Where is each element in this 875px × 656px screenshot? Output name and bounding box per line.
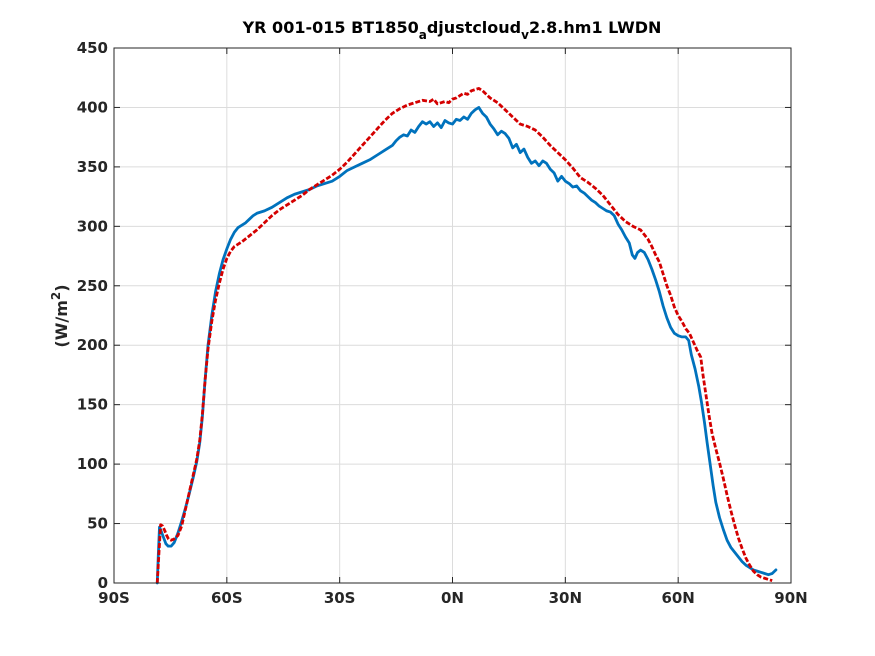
title-suffix: 2.8.hm1 LWDN: [529, 18, 661, 37]
title-middle: djustcloud: [427, 18, 521, 37]
y-tick-label-top: 450: [77, 39, 108, 57]
y-tick-labels: 450 0 50 100 150 200 250 300 350 400: [77, 39, 108, 592]
title-subscript-2: v: [521, 28, 529, 42]
series-line-solid: [155, 106, 778, 585]
x-tick-label: 30N: [549, 589, 582, 607]
series-layer: [155, 87, 778, 585]
grid-lines: [114, 48, 791, 583]
x-tick-label: 30S: [324, 589, 356, 607]
x-tick-label: 60S: [211, 589, 243, 607]
y-tick-label: 200: [77, 336, 108, 354]
y-tick-label: 150: [77, 396, 108, 414]
y-axis-label: (W/m2): [49, 284, 71, 347]
x-tick-label: 90S: [98, 589, 130, 607]
ylabel-prefix: (W/m: [52, 300, 71, 347]
y-tick-label: 300: [77, 217, 108, 235]
title-prefix: YR 001-015 BT1850: [242, 18, 419, 37]
y-tick-label: 100: [77, 455, 108, 473]
y-tick-label: 400: [77, 98, 108, 116]
y-tick-label: 50: [87, 515, 108, 533]
x-tick-label: 60N: [661, 589, 694, 607]
x-tick-label: 90N: [774, 589, 807, 607]
tick-marks: [113, 48, 792, 584]
series-line-dashed: [155, 87, 773, 584]
chart-title: YR 001-015 BT1850adjustcloudv2.8.hm1 LWD…: [242, 18, 662, 42]
ylabel-superscript: 2: [49, 292, 63, 300]
ylabel-suffix: ): [52, 284, 71, 291]
title-subscript-1: a: [419, 28, 427, 42]
x-tick-label: 0N: [441, 589, 464, 607]
x-tick-labels: 90S 60S 30S 0N 30N 60N 90N: [98, 589, 808, 607]
y-tick-label: 350: [77, 158, 108, 176]
y-tick-label: 250: [77, 277, 108, 295]
y-tick-label: 0: [98, 574, 108, 592]
